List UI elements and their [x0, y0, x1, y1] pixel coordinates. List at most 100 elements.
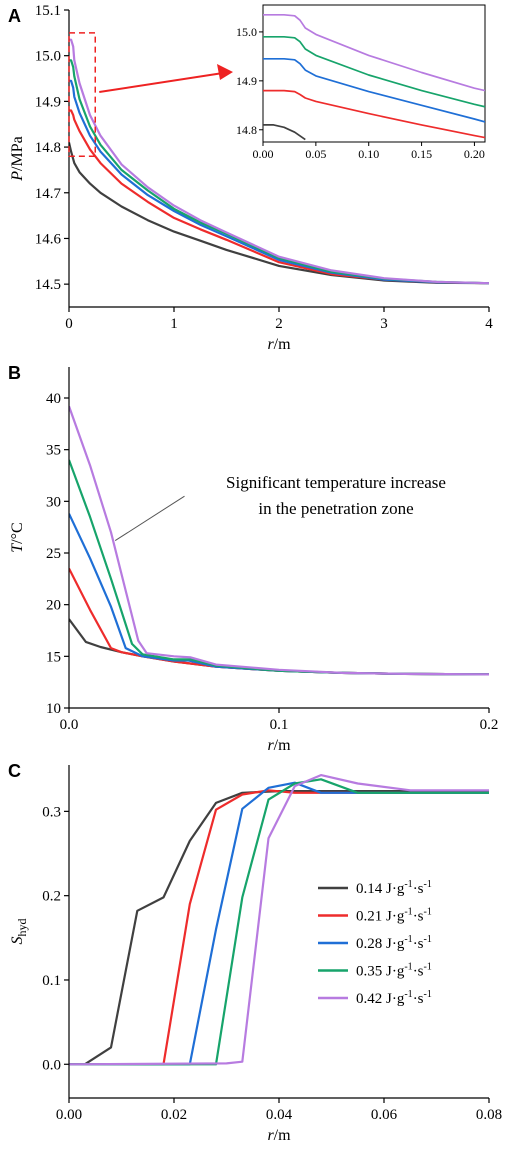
x-tick-label: 0.2: [480, 717, 499, 733]
inset-series-line-s028: [263, 57, 485, 123]
label-part: /m: [274, 737, 291, 754]
label-part: r: [267, 737, 274, 754]
y-tick-label: 14.5: [35, 277, 61, 293]
x-tick-label: 0.06: [371, 1107, 398, 1123]
x-tick-label: 3: [380, 316, 388, 332]
label-part: 0.21 J·g: [356, 909, 405, 925]
series-line-s028: [69, 781, 489, 1066]
series-line-s021: [69, 568, 489, 676]
label-part: ·s: [413, 881, 424, 897]
label-part: -1: [404, 962, 412, 973]
x-tick-label: 1: [170, 316, 178, 332]
zoom-arrow-line: [99, 72, 224, 93]
x-tick-label: 2: [275, 316, 283, 332]
y-tick-label: 20: [46, 598, 61, 614]
label-part: 0.35 J·g: [356, 964, 405, 980]
label-part: -1: [424, 962, 432, 973]
inset: 0.00 0.05 0.10 0.15 0.20 14.8 14.9 15.0: [236, 4, 486, 161]
series-line-s035: [69, 459, 489, 676]
x-axis-title: r/m: [267, 336, 291, 353]
series-line-s028: [69, 513, 489, 676]
panel-label: C: [8, 761, 21, 781]
label-part: -1: [404, 907, 412, 918]
label-part: 0.28 J·g: [356, 936, 405, 952]
inset-y-tick-label: 14.9: [236, 74, 257, 88]
y-tick-label: 0.3: [42, 804, 61, 820]
inset-y-tick-label: 14.8: [236, 123, 257, 137]
x-tick-label: 0.1: [270, 717, 289, 733]
series-line-s035: [69, 778, 489, 1066]
panel-B: B 0.0 0.1 0.2 10 15 20 25 30 35 40 r/m T/°C Significa…: [8, 363, 498, 754]
label-part: -1: [424, 879, 432, 890]
inset-series-line-s021: [263, 89, 485, 139]
y-axis-title: P/MPa: [9, 136, 26, 181]
x-tick-label: 0.02: [161, 1107, 187, 1123]
label-part: S: [9, 937, 26, 945]
label-part: hyd: [15, 919, 29, 937]
y-tick-label: 0.2: [42, 889, 61, 905]
label-part: T: [9, 543, 26, 553]
inset-series-group: [263, 13, 485, 141]
y-tick-label: 25: [46, 546, 61, 562]
legend-label: 0.21 J·g-1·s-1: [356, 907, 432, 925]
x-axis-title: r/m: [267, 737, 291, 754]
series-group: [69, 38, 489, 285]
label-part: ·s: [413, 936, 424, 952]
inset-x-tick-label: 0.15: [411, 147, 432, 161]
label-part: -1: [424, 907, 432, 918]
y-tick-label: 14.6: [35, 231, 62, 247]
y-tick-label: 14.8: [35, 140, 61, 156]
y-tick-label: 10: [46, 701, 61, 717]
y-tick-label: 40: [46, 391, 61, 407]
annotation-line-2: in the penetration zone: [258, 499, 413, 518]
x-tick-label: 0: [65, 316, 73, 332]
legend-label: 0.28 J·g-1·s-1: [356, 934, 432, 952]
y-tick-label: 15.0: [35, 49, 61, 65]
y-axis-title: Shyd: [9, 919, 29, 945]
series-line-s014: [69, 618, 489, 676]
annotation-pointer: [114, 495, 185, 542]
inset-series-line-s042: [263, 13, 485, 92]
series-line-s042: [69, 38, 489, 285]
annotation-line-1: Significant temperature increase: [226, 473, 446, 492]
series-group: [69, 773, 489, 1066]
label-part: r: [267, 336, 274, 353]
legend-label: 0.35 J·g-1·s-1: [356, 962, 432, 980]
y-tick-label: 0.1: [42, 973, 61, 989]
panel-A: A 0 1 2 3 4 14.5 14.6 14.7 14.8 14.9 15.0 15.1 r/m P/M…: [8, 3, 493, 353]
y-tick-label: 14.7: [35, 186, 62, 202]
label-part: -1: [404, 879, 412, 890]
label-part: -1: [424, 934, 432, 945]
inset-x-tick-label: 0.00: [253, 147, 274, 161]
inset-x-tick-label: 0.10: [358, 147, 379, 161]
x-tick-label: 0.04: [266, 1107, 293, 1123]
legend-label: 0.14 J·g-1·s-1: [356, 879, 432, 897]
label-part: 0.14 J·g: [356, 881, 405, 897]
zoom-region-box: [68, 32, 96, 157]
label-part: ·s: [413, 909, 424, 925]
legend: 0.14 J·g-1·s-10.21 J·g-1·s-10.28 J·g-1·s…: [318, 879, 432, 1007]
label-part: /MPa: [9, 136, 26, 171]
x-tick-label: 0.00: [56, 1107, 82, 1123]
inset-x-tick-label: 0.05: [305, 147, 326, 161]
x-tick-label: 0.08: [476, 1107, 502, 1123]
y-tick-label: 15.1: [35, 3, 61, 19]
inset-frame: [262, 4, 486, 143]
legend-label: 0.42 J·g-1·s-1: [356, 989, 432, 1007]
label-part: /m: [274, 1127, 291, 1144]
inset-series-line-s035: [263, 35, 485, 108]
label-part: -1: [424, 989, 432, 1000]
y-tick-label: 30: [46, 494, 61, 510]
label-part: -1: [404, 989, 412, 1000]
x-tick-label: 0.0: [60, 717, 79, 733]
panel-label: B: [8, 363, 21, 383]
inset-series-line-s014: [263, 124, 306, 141]
series-line-s042: [69, 405, 489, 676]
series-line-s014: [69, 789, 489, 1066]
label-part: /m: [274, 336, 291, 353]
label-part: r: [267, 1127, 274, 1144]
y-tick-label: 15: [46, 649, 61, 665]
series-group: [69, 405, 489, 676]
label-part: ·s: [413, 964, 424, 980]
